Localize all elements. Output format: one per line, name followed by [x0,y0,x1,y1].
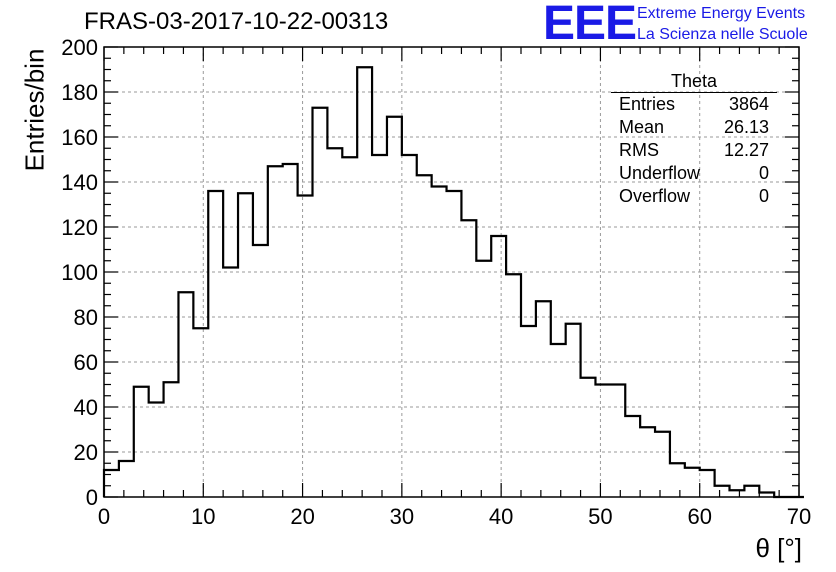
histogram-bin [313,108,328,497]
histogram-bin [447,191,462,497]
histogram-bin [625,416,640,497]
histogram-bin [461,220,476,497]
histogram-bin [566,324,581,497]
histogram-bin [119,461,134,497]
histogram-bin [432,187,447,498]
histogram-bin [208,191,223,497]
stats-row-entries: Entries 3864 [611,93,777,116]
x-tick-label: 50 [588,504,612,529]
y-tick-label: 20 [74,440,98,465]
y-tick-label: 0 [86,485,98,510]
histogram-bin [685,468,700,497]
stats-title: Theta [611,72,777,93]
eee-logo: EEE [543,0,637,50]
histogram-bin [491,236,506,497]
y-tick-label: 200 [61,35,98,60]
histogram-series [102,66,804,499]
histogram-bin [655,432,670,497]
stats-label: Underflow [619,163,701,183]
histogram-bin [327,148,342,497]
stats-value: 0 [758,186,769,206]
y-tick-label: 100 [61,260,98,285]
y-tick-label: 140 [61,170,98,195]
histogram-bin [610,385,625,498]
x-tick-label: 60 [687,504,711,529]
histogram-bin [640,427,655,497]
stats-row-overflow: Overflow 0 [611,185,777,208]
x-tick-label: 40 [489,504,513,529]
histogram-line [102,66,804,499]
stats-box: Theta Entries 3864 Mean 26.13 RMS 12.27 … [611,72,777,208]
histogram-bin [402,155,417,497]
y-axis-label: Entries/bin [19,48,50,172]
histogram-bin [730,490,745,497]
histogram-bin [193,328,208,497]
stats-row-underflow: Underflow 0 [611,162,777,185]
x-tick-label: 0 [98,504,110,529]
histogram-bin [581,378,596,497]
histogram-bin [744,486,759,497]
histogram-bin [164,382,179,497]
axis-ticks [103,46,800,498]
stats-value: 3864 [728,94,769,114]
histogram-bin [595,385,610,498]
histogram-bin [134,387,149,497]
histogram-bin [298,196,313,498]
histogram-bin [700,470,715,497]
stats-label: RMS [619,140,659,160]
histogram-bin [223,268,238,498]
histogram-bin [521,326,536,497]
histogram-bin [476,261,491,497]
x-axis-label: θ [°] [755,533,802,563]
y-tick-label: 60 [74,350,98,375]
histogram-bin [551,344,566,497]
y-tick-label: 120 [61,215,98,240]
logo-line-1: Extreme Energy Events [637,5,806,22]
x-tick-label: 20 [290,504,314,529]
histogram-bin [178,292,193,497]
logo-caption: Extreme Energy Events La Scienza nelle S… [637,3,808,45]
histogram-bin [253,245,268,497]
histogram-bin [506,274,521,497]
histogram-bin [238,193,253,497]
stats-label: Entries [619,94,676,114]
stats-value: 12.27 [723,140,769,160]
stats-value: 26.13 [723,117,769,137]
stats-row-mean: Mean 26.13 [611,116,777,139]
y-tick-label: 40 [74,395,98,420]
y-tick-label: 80 [74,305,98,330]
stats-label: Mean [619,117,665,137]
histogram-bin [372,155,387,497]
stats-row-rms: RMS 12.27 [611,139,777,162]
stats-label: Overflow [619,186,691,206]
x-tick-label: 10 [191,504,215,529]
histogram-bin [536,301,551,497]
histogram-bin [417,175,432,497]
y-tick-label: 180 [61,80,98,105]
plot-title: FRAS-03-2017-10-22-00313 [84,8,389,35]
histogram-bin [149,403,164,498]
logo-line-2: La Scienza nelle Scuole [637,26,808,43]
tick-labels: 0 10 20 30 40 50 60 70 0 20 40 60 80 100 120 140 160 180 2… [61,35,811,529]
x-tick-label: 70 [787,504,811,529]
y-tick-label: 160 [61,125,98,150]
histogram-bin [715,486,730,497]
histogram-bin [357,67,372,497]
histogram-bin [387,117,402,497]
histogram-bin [342,157,357,497]
histogram-bin [268,166,283,497]
histogram-bin [670,463,685,497]
histogram-bin [283,164,298,497]
stats-value: 0 [758,163,769,183]
x-tick-label: 30 [390,504,414,529]
